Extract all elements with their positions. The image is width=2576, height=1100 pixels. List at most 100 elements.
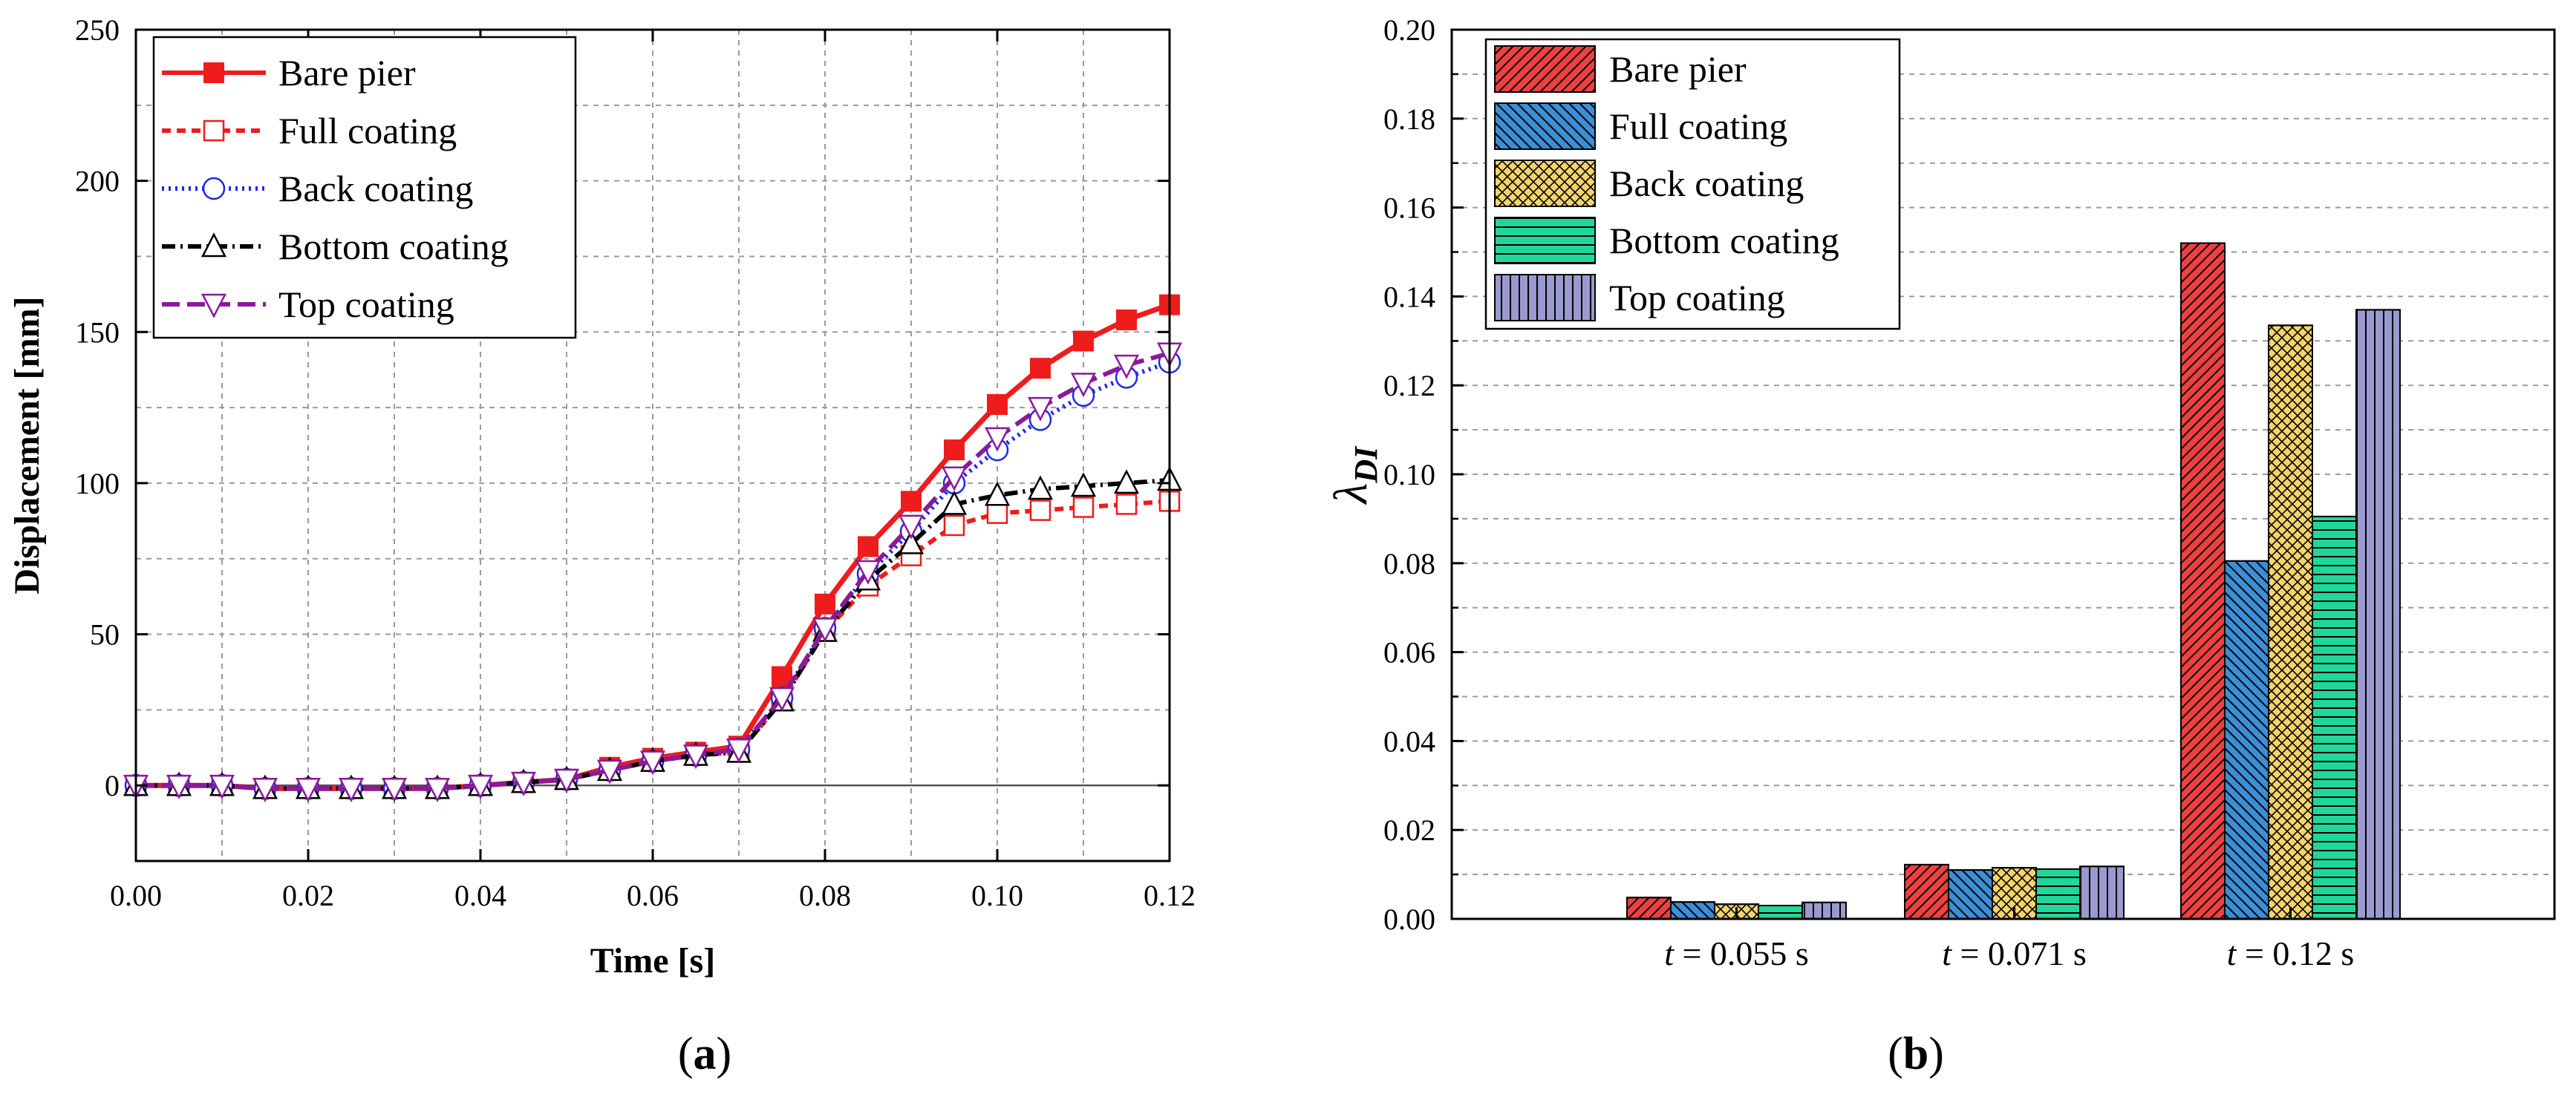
data-point [1113,354,1140,379]
y-tick-label: 0.02 [1383,813,1435,847]
legend-label: Bottom coating [278,226,509,267]
y-tick-label: 250 [75,13,120,47]
data-point [295,778,322,802]
bar-hatch [1758,905,1803,920]
data-point [812,618,838,643]
y-tick-label: 0.00 [1383,903,1435,936]
data-point [467,774,494,799]
legend-label: Bare pier [1609,48,1747,90]
y-tick-label: 0.14 [1383,280,1435,313]
y-tick-label: 0.08 [1383,547,1435,580]
data-point [944,439,965,461]
y-tick-label: 200 [75,165,120,198]
y-tick-label: 0.16 [1383,191,1435,225]
panel-letter: b [1903,1029,1928,1079]
displacement-chart: 0.00 0.02 0.04 0.06 0.08 0.10 0.12 0 50 100 150 200… [7,13,1196,1079]
data-point [424,778,451,802]
legend-swatch-hatch [1494,160,1596,207]
bar-hatch [1670,901,1715,920]
legend-swatch-hatch [1494,274,1596,321]
x-axis-title: Time [s] [590,941,715,980]
data-point [252,778,278,802]
legend-swatch-hatch [1494,217,1596,264]
data-point [1029,500,1051,521]
data-point [941,466,968,491]
data-point [855,560,881,585]
x-tick-label: 0.12 [1144,879,1196,912]
data-point [1113,469,1140,494]
legend-item: Bottom coating [162,226,509,267]
legend-item: Full coating [1494,102,1787,150]
legend-item: Back coating [162,168,473,209]
data-point [1070,373,1097,398]
panel-paren: ( [1888,1029,1903,1079]
data-point [984,427,1011,452]
legend: Bare pier Full coating Back coating Bottom … [152,36,577,339]
y-tick-label: 0.20 [1383,13,1435,47]
series-bare-pier [125,294,1180,799]
y-axis-title: Displacement [mm] [7,296,47,594]
data-point [1072,497,1095,518]
legend-label: Full coating [278,110,457,151]
category-label: t = 0.055 s [1664,934,1809,972]
data-point [1027,396,1054,422]
data-point [381,778,408,802]
x-tick-label: 0.06 [627,879,679,912]
bar-hatch [2355,309,2401,920]
bar-hatch [1626,897,1672,920]
bar-hatch [1904,863,1949,920]
legend-label: Full coating [1609,105,1787,147]
legend-swatch-hatch [1494,45,1596,93]
category-var: t [2227,934,2237,972]
data-point [553,768,580,793]
legend-label: Back coating [1609,163,1804,204]
data-point [815,593,835,615]
data-point [338,778,365,802]
bar-hatch [2268,324,2313,920]
legend-item: Top coating [162,284,454,325]
panel-label-b: (b) [1888,1029,1944,1079]
y-axis-subscript: DI [1348,445,1384,484]
data-point [510,771,537,796]
y-tick-label: 0.12 [1383,369,1435,402]
y-axis-symbol: λ [1324,483,1377,505]
category-label: t = 0.12 s [2227,934,2355,972]
data-point [166,774,192,799]
category-value: = 0.071 s [1951,934,2087,972]
legend-label: Bare pier [278,52,416,94]
bar-hatch [2180,242,2226,920]
bar-hatch [1801,901,1847,920]
legend-label: Bottom coating [1609,220,1839,261]
category-var: t [1664,934,1675,972]
bar-hatch [1948,869,1993,920]
panel-paren: ) [1928,1029,1944,1079]
data-point [858,536,878,557]
data-point [1030,358,1051,379]
data-point [987,394,1008,416]
data-point [769,687,795,712]
data-point [984,481,1011,506]
data-point [209,774,235,799]
y-axis-title: λDI [1324,445,1384,505]
panel-letter: a [694,1029,717,1079]
legend-item: Top coating [1494,274,1785,321]
panel-paren: ( [678,1029,694,1079]
bar-hatch [2079,865,2125,920]
data-point [986,502,1008,524]
legend-marker [200,232,227,258]
data-point [1073,330,1094,352]
y-tick-label: 150 [75,315,120,349]
category-var: t [1942,934,1952,972]
bar-hatch [2035,868,2081,920]
x-tick-label: 0.04 [454,879,506,912]
y-tick-label: 100 [75,467,120,500]
legend-item: Back coating [1494,160,1804,207]
data-point [772,666,792,687]
bar-hatch [2224,560,2269,920]
y-tick-label: 50 [90,618,120,652]
data-point [725,739,752,764]
category-value: = 0.12 s [2236,934,2354,972]
bar-hatch [2312,515,2357,920]
